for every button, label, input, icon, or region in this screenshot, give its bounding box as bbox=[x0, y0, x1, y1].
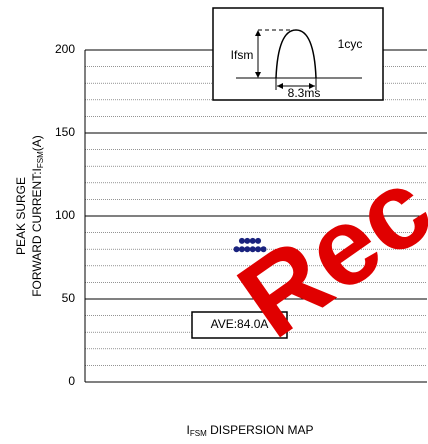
data-point bbox=[255, 237, 262, 244]
data-point bbox=[244, 246, 251, 253]
y-label-part: FORWARD CURRENT:I bbox=[30, 168, 44, 297]
inset-box bbox=[212, 7, 384, 101]
y-label: FORWARD CURRENT:IFSM(A) bbox=[30, 135, 45, 297]
data-point bbox=[233, 246, 240, 253]
x-label-part: DISPERSION MAP bbox=[207, 423, 314, 437]
inset-label: Ifsm bbox=[231, 48, 254, 62]
inset-label: 8.3ms bbox=[288, 86, 321, 100]
y-tick-label: 0 bbox=[68, 374, 75, 388]
data-point bbox=[260, 246, 267, 253]
y-label-part: (A) bbox=[30, 135, 44, 151]
data-point bbox=[238, 246, 245, 253]
y-label: PEAK SURGE bbox=[14, 177, 28, 255]
data-point bbox=[249, 237, 256, 244]
y-tick-label: 150 bbox=[55, 125, 75, 139]
x-label-sub: FSM bbox=[190, 429, 207, 438]
data-point bbox=[238, 237, 245, 244]
y-label-sub: FSM bbox=[36, 151, 45, 168]
data-point bbox=[244, 237, 251, 244]
x-label-part: I bbox=[187, 423, 190, 437]
annotation-box bbox=[191, 311, 288, 339]
y-tick-label: 100 bbox=[55, 208, 75, 222]
annotation: AVE:84.0A bbox=[211, 317, 269, 331]
y-tick-label: 50 bbox=[62, 291, 76, 305]
data-point bbox=[249, 246, 256, 253]
arrowhead bbox=[255, 30, 261, 78]
data-point bbox=[255, 246, 262, 253]
y-tick-label: 200 bbox=[55, 42, 75, 56]
inset-label: 1cyc bbox=[338, 37, 363, 51]
x-label: IFSM DISPERSION MAP bbox=[187, 423, 314, 438]
